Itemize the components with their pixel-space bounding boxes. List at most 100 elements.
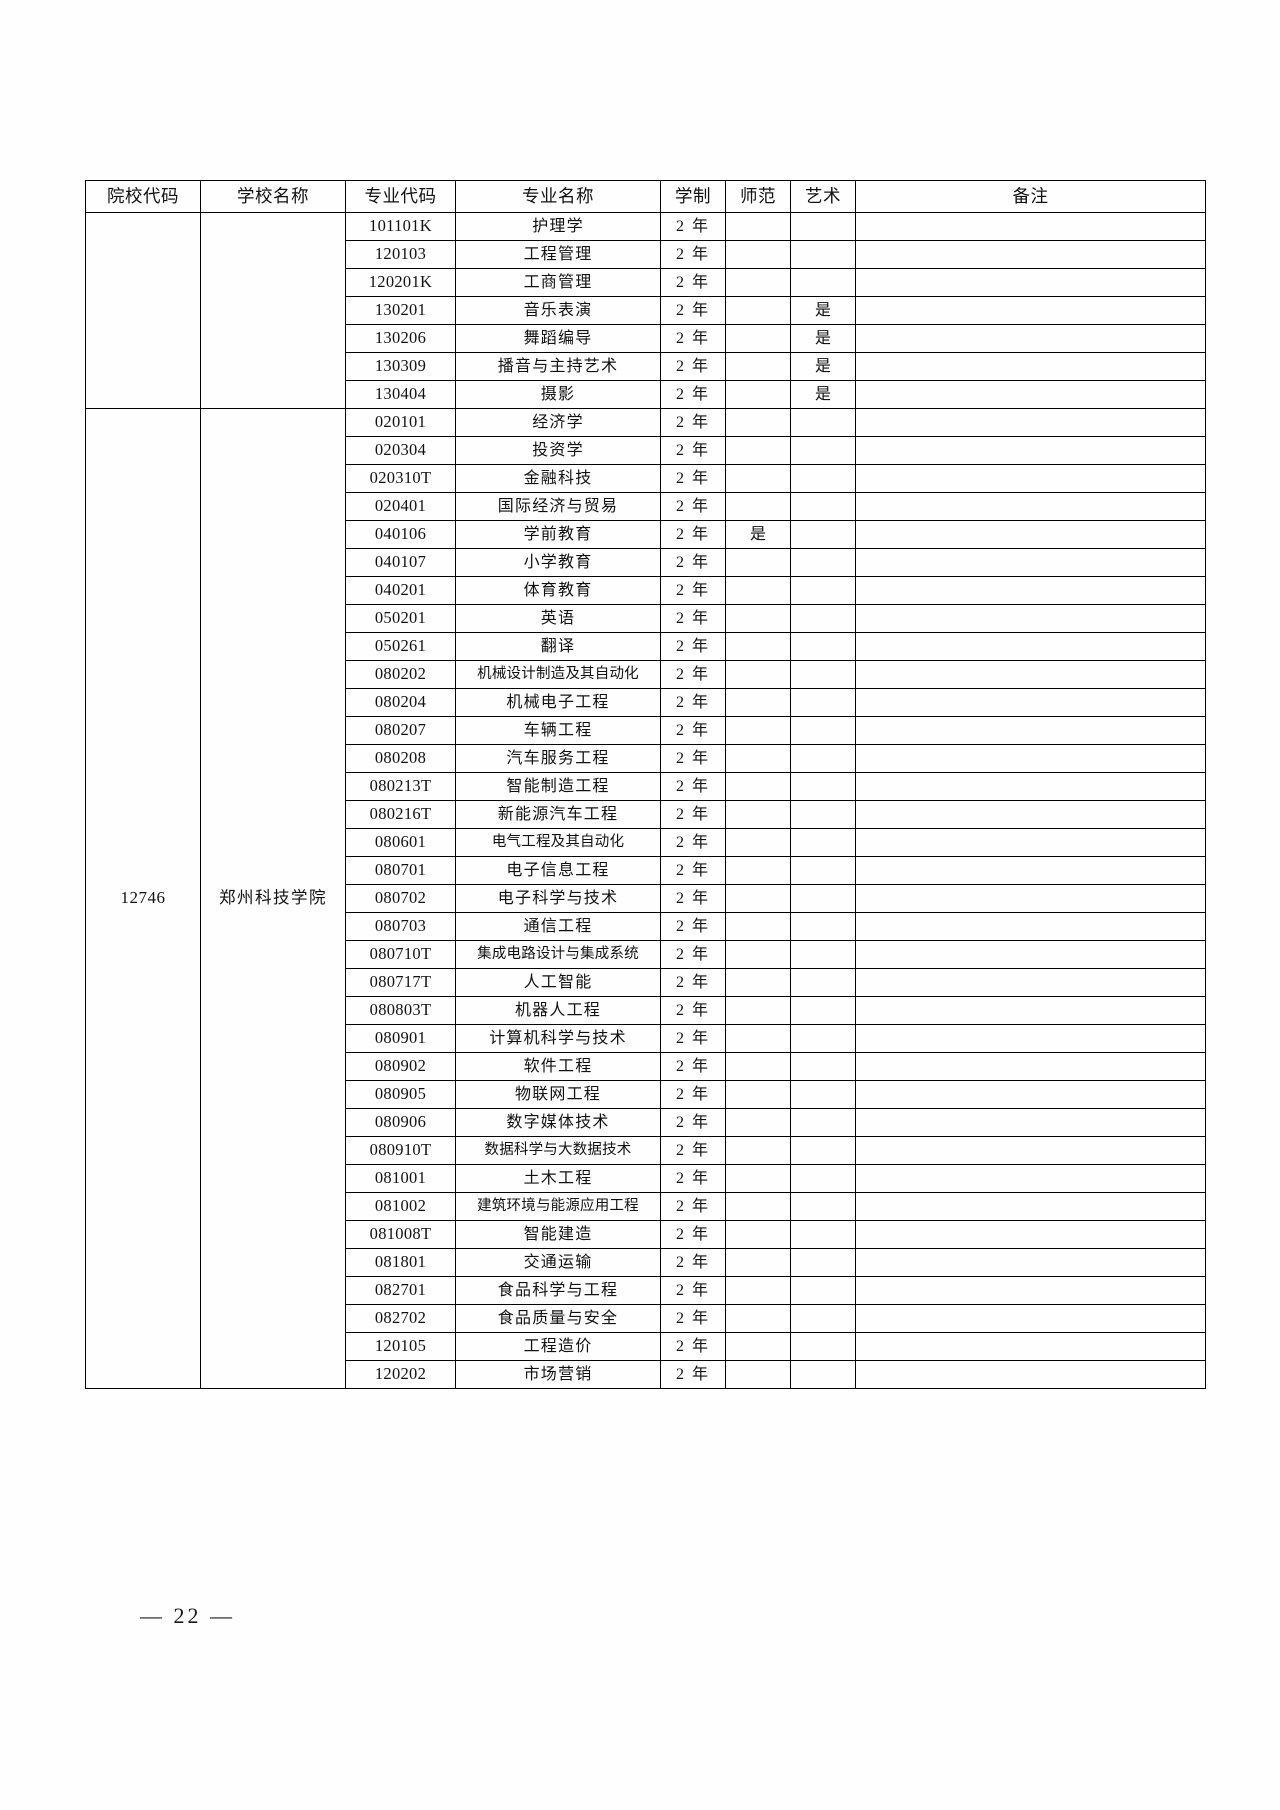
major-name-cell: 经济学 xyxy=(455,408,661,437)
column-header-major-code: 专业代码 xyxy=(345,180,456,213)
major-name-cell: 建筑环境与能源应用工程 xyxy=(455,1192,661,1221)
art-flag-cell xyxy=(790,492,856,521)
table-row: 080701 电子信息工程 2 年 xyxy=(86,856,1206,885)
major-code-cell: 040107 xyxy=(345,548,456,577)
major-code-cell: 080216T xyxy=(345,800,456,829)
remark-cell xyxy=(855,436,1206,465)
remark-cell xyxy=(855,772,1206,801)
normal-education-flag-cell xyxy=(725,268,791,297)
remark-cell xyxy=(855,996,1206,1025)
major-name-cell: 英语 xyxy=(455,604,661,633)
remark-cell xyxy=(855,604,1206,633)
study-length-cell: 2 年 xyxy=(660,1192,726,1221)
normal-education-flag-cell xyxy=(725,744,791,773)
table-row: 080202 机械设计制造及其自动化 2 年 xyxy=(86,660,1206,689)
normal-education-flag-cell xyxy=(725,1052,791,1081)
column-header-study-length: 学制 xyxy=(660,180,726,213)
major-name-cell: 工商管理 xyxy=(455,268,661,297)
table-row: 080901 计算机科学与技术 2 年 xyxy=(86,1024,1206,1053)
art-flag-cell xyxy=(790,1024,856,1053)
normal-education-flag-cell xyxy=(725,1192,791,1221)
remark-cell xyxy=(855,352,1206,381)
normal-education-flag-cell xyxy=(725,1136,791,1165)
major-code-cell: 130201 xyxy=(345,296,456,325)
art-flag-cell: 是 xyxy=(790,352,856,381)
remark-cell xyxy=(855,492,1206,521)
art-flag-cell xyxy=(790,940,856,969)
major-code-cell: 050261 xyxy=(345,632,456,661)
study-length-cell: 2 年 xyxy=(660,940,726,969)
major-code-cell: 080901 xyxy=(345,1024,456,1053)
major-code-cell: 130309 xyxy=(345,352,456,381)
remark-cell xyxy=(855,520,1206,549)
major-listing-table: 院校代码 学校名称 专业代码 专业名称 学制 师范 艺术 备注 101101K 护… xyxy=(85,180,1206,1389)
study-length-cell: 2 年 xyxy=(660,1220,726,1249)
remark-cell xyxy=(855,324,1206,353)
art-flag-cell: 是 xyxy=(790,324,856,353)
study-length-cell: 2 年 xyxy=(660,212,726,241)
art-flag-cell xyxy=(790,436,856,465)
art-flag-cell xyxy=(790,828,856,857)
art-flag-cell xyxy=(790,772,856,801)
major-name-cell: 电子科学与技术 xyxy=(455,884,661,913)
major-name-cell: 护理学 xyxy=(455,212,661,241)
art-flag-cell xyxy=(790,968,856,997)
column-header-art: 艺术 xyxy=(790,180,856,213)
normal-education-flag-cell xyxy=(725,324,791,353)
major-code-cell: 080703 xyxy=(345,912,456,941)
table-row: 081001 土木工程 2 年 xyxy=(86,1164,1206,1193)
major-code-cell: 020304 xyxy=(345,436,456,465)
art-flag-cell xyxy=(790,856,856,885)
normal-education-flag-cell xyxy=(725,1164,791,1193)
study-length-cell: 2 年 xyxy=(660,576,726,605)
study-length-cell: 2 年 xyxy=(660,1248,726,1277)
remark-cell xyxy=(855,268,1206,297)
remark-cell xyxy=(855,1108,1206,1137)
art-flag-cell xyxy=(790,1248,856,1277)
major-code-cell: 120105 xyxy=(345,1332,456,1361)
table-row: 080902 软件工程 2 年 xyxy=(86,1052,1206,1081)
major-code-cell: 080902 xyxy=(345,1052,456,1081)
major-name-cell: 车辆工程 xyxy=(455,716,661,745)
normal-education-flag-cell xyxy=(725,884,791,913)
normal-education-flag-cell xyxy=(725,492,791,521)
study-length-cell: 2 年 xyxy=(660,660,726,689)
major-name-cell: 食品科学与工程 xyxy=(455,1276,661,1305)
major-name-cell: 机器人工程 xyxy=(455,996,661,1025)
major-code-cell: 080803T xyxy=(345,996,456,1025)
art-flag-cell xyxy=(790,520,856,549)
major-code-cell: 080702 xyxy=(345,884,456,913)
remark-cell xyxy=(855,800,1206,829)
major-code-cell: 080710T xyxy=(345,940,456,969)
major-name-cell: 播音与主持艺术 xyxy=(455,352,661,381)
remark-cell xyxy=(855,212,1206,241)
art-flag-cell xyxy=(790,1136,856,1165)
major-code-cell: 081801 xyxy=(345,1248,456,1277)
major-code-cell: 020401 xyxy=(345,492,456,521)
table-body: 101101K 护理学 2 年 120103 工程管理 2 年 120201K 工商管理 2 年… xyxy=(85,212,1206,1389)
table-header: 院校代码 学校名称 专业代码 专业名称 学制 师范 艺术 备注 xyxy=(85,180,1206,213)
study-length-cell: 2 年 xyxy=(660,1024,726,1053)
major-name-cell: 汽车服务工程 xyxy=(455,744,661,773)
major-name-cell: 新能源汽车工程 xyxy=(455,800,661,829)
major-name-cell: 集成电路设计与集成系统 xyxy=(455,940,661,969)
study-length-cell: 2 年 xyxy=(660,408,726,437)
table-row: 130309 播音与主持艺术 2 年 是 xyxy=(86,352,1206,381)
major-name-cell: 小学教育 xyxy=(455,548,661,577)
art-flag-cell xyxy=(790,1108,856,1137)
major-name-cell: 食品质量与安全 xyxy=(455,1304,661,1333)
art-flag-cell xyxy=(790,800,856,829)
normal-education-flag-cell xyxy=(725,996,791,1025)
art-flag-cell xyxy=(790,1220,856,1249)
remark-cell xyxy=(855,828,1206,857)
art-flag-cell xyxy=(790,1052,856,1081)
art-flag-cell xyxy=(790,1332,856,1361)
remark-cell xyxy=(855,548,1206,577)
major-code-cell: 081001 xyxy=(345,1164,456,1193)
major-code-cell: 120202 xyxy=(345,1360,456,1389)
study-length-cell: 2 年 xyxy=(660,1108,726,1137)
normal-education-flag-cell xyxy=(725,968,791,997)
column-header-school-name: 学校名称 xyxy=(200,180,346,213)
remark-cell xyxy=(855,688,1206,717)
remark-cell xyxy=(855,912,1206,941)
